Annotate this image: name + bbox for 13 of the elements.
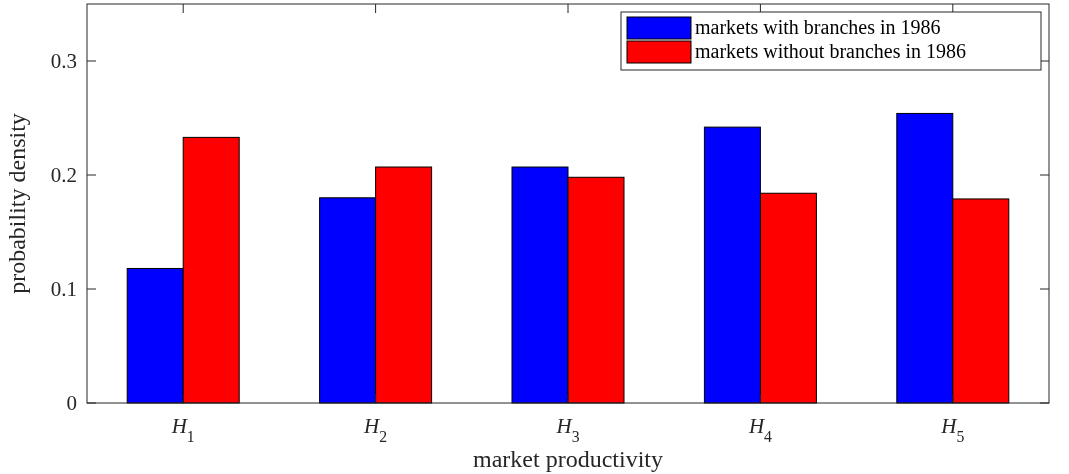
x-tick-label: H$_{3}$ xyxy=(555,414,580,445)
legend-label: markets with branches in 1986 xyxy=(695,16,941,38)
legend-label: markets without branches in 1986 xyxy=(695,40,967,62)
y-axis-title: probability density xyxy=(4,113,30,294)
y-tick-label: 0.3 xyxy=(50,49,77,74)
y-tick-label: 0.2 xyxy=(50,163,77,188)
x-tick-label: H$_{4}$ xyxy=(747,414,773,445)
y-tick-label: 0 xyxy=(66,391,77,416)
x-tick-label: H$_{2}$ xyxy=(363,414,388,445)
x-tick-label: H$_{5}$ xyxy=(940,414,965,445)
x-tick-label: H$_{1}$ xyxy=(170,414,195,445)
x-axis-title: market productivity xyxy=(473,446,663,472)
y-tick-label: 0.1 xyxy=(50,277,77,302)
